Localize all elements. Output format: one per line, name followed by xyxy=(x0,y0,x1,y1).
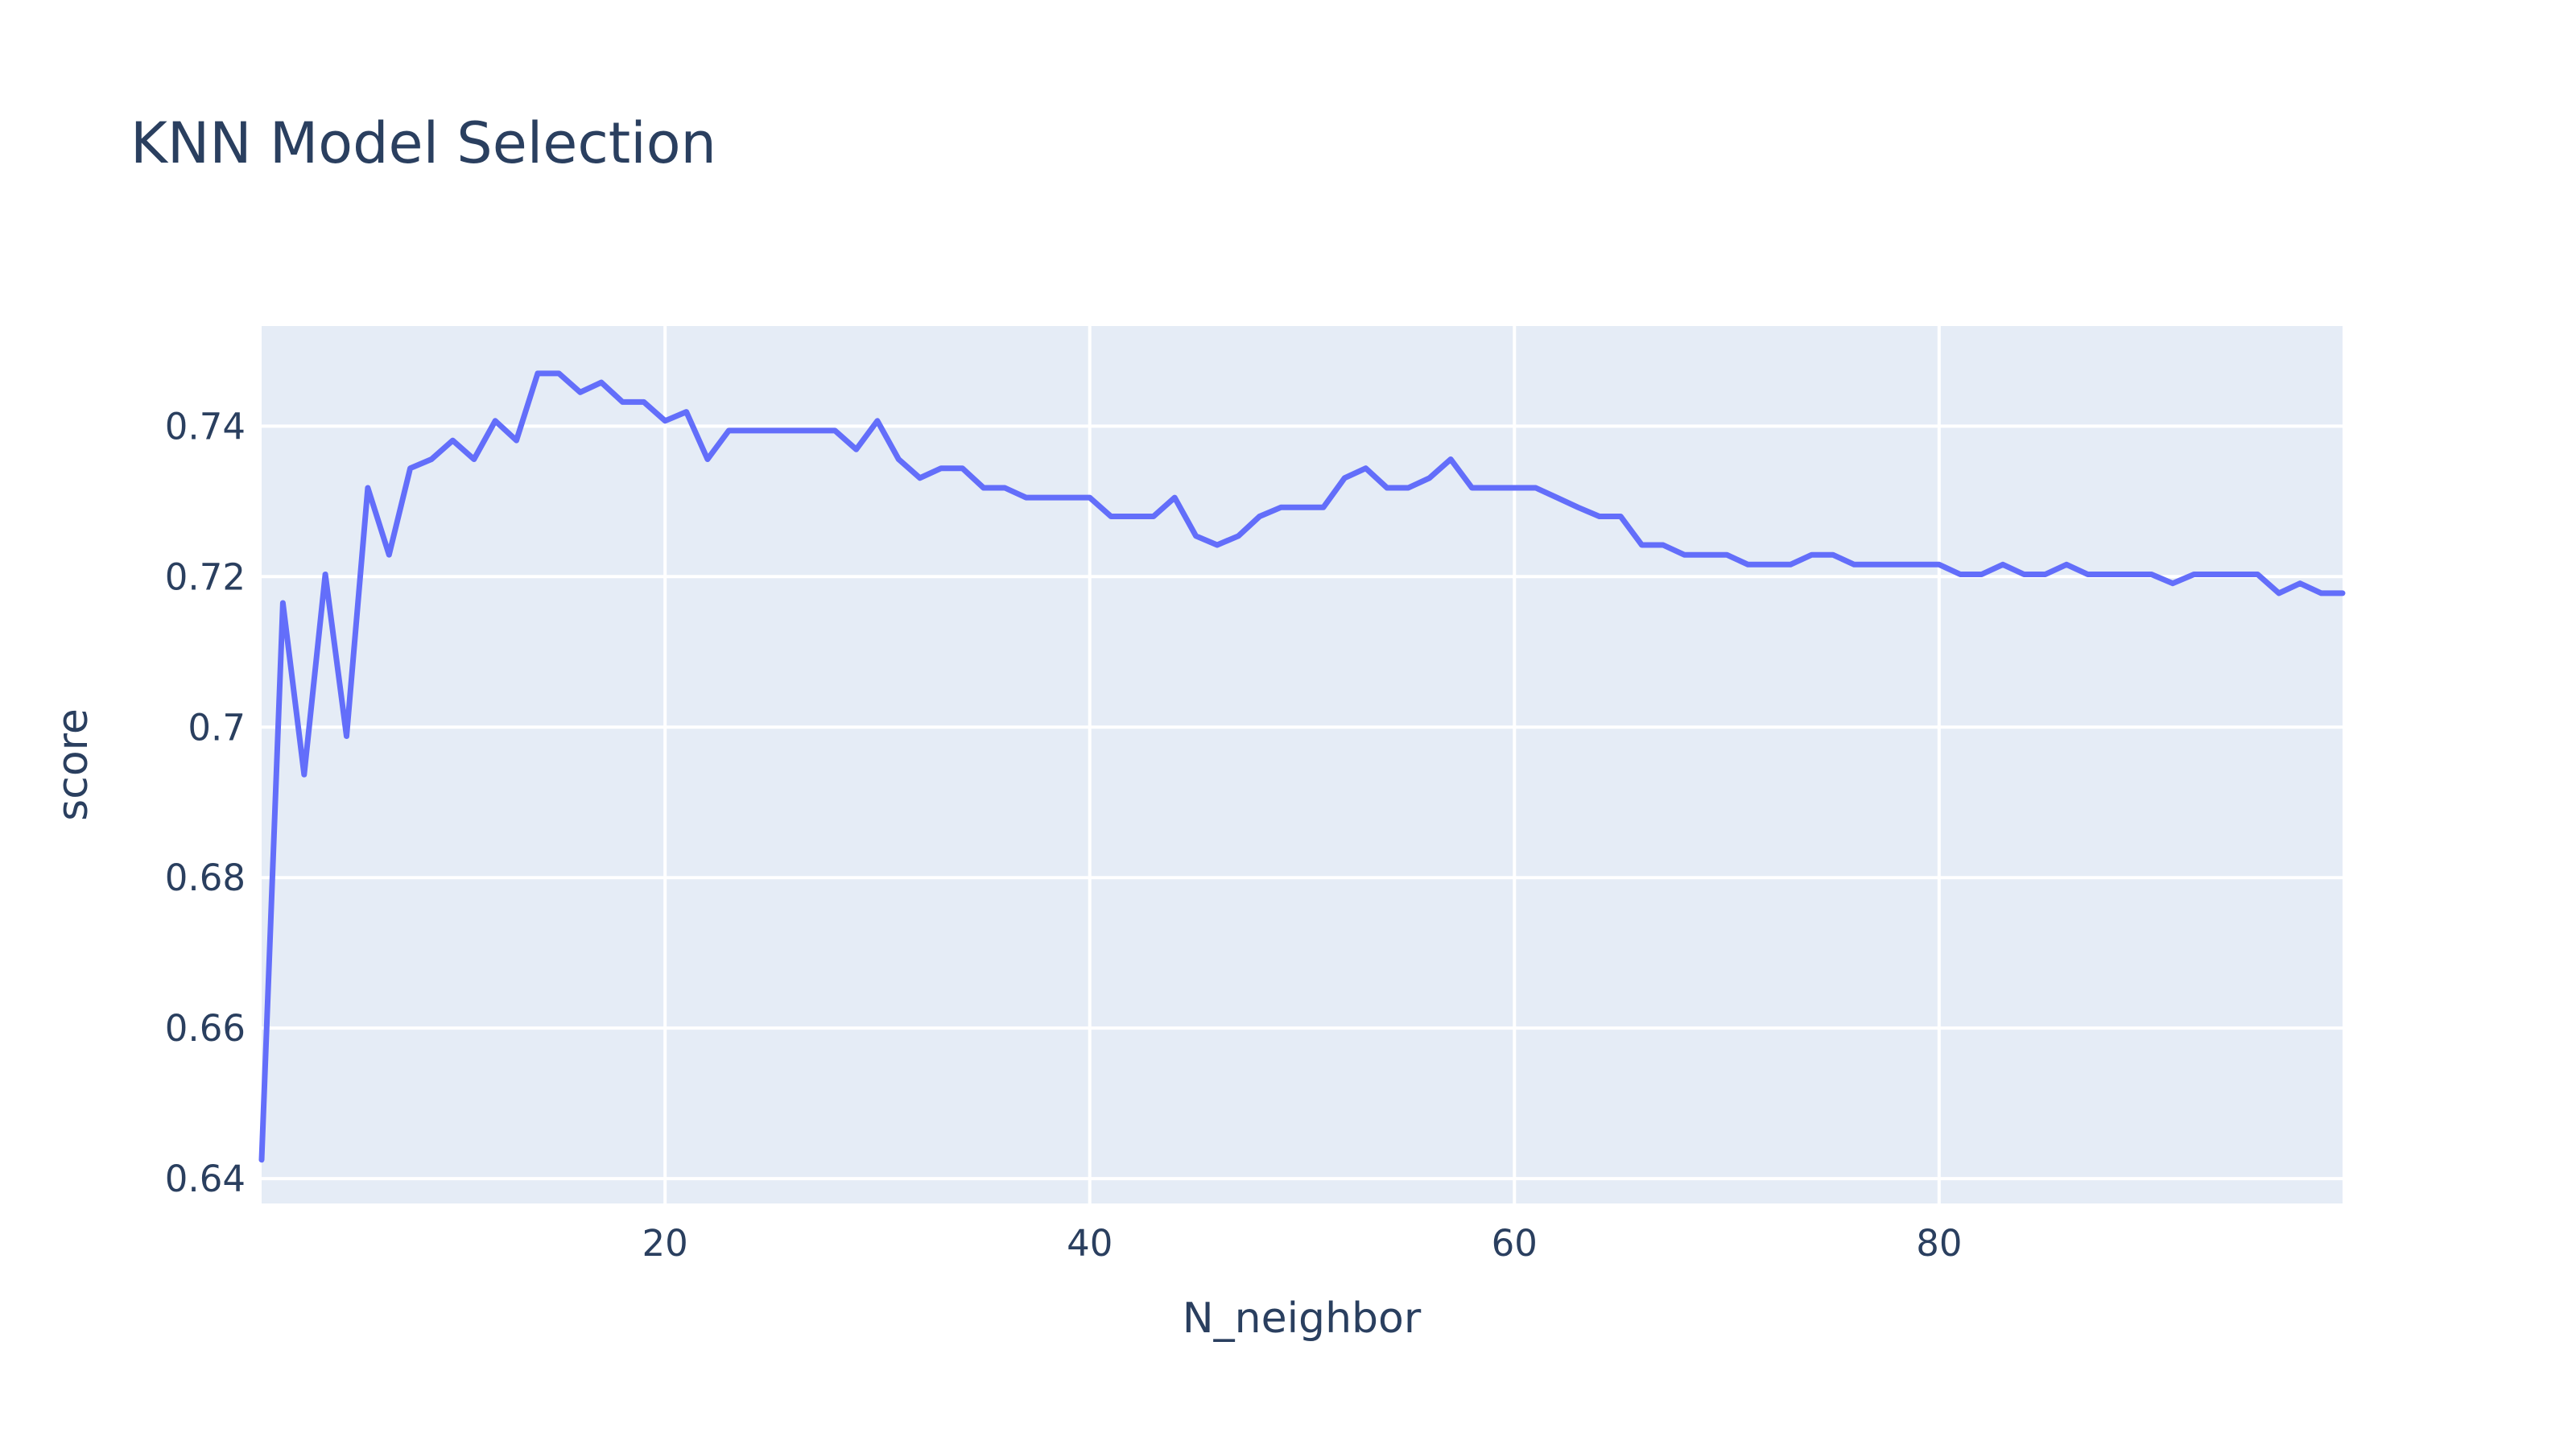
x-tick-label: 80 xyxy=(1916,1222,1962,1265)
y-tick-label: 0.72 xyxy=(165,555,246,598)
series-layer xyxy=(258,370,2346,1163)
y-tick-label: 0.64 xyxy=(165,1158,246,1200)
y-tick-label: 0.74 xyxy=(165,405,246,448)
y-axis-ticks: 0.64 0.66 0.68 0.7 0.72 0.74 xyxy=(165,405,246,1200)
plot-background xyxy=(262,326,2343,1203)
y-tick-label: 0.68 xyxy=(165,857,246,899)
y-tick-label: 0.66 xyxy=(165,1007,246,1050)
x-tick-label: 60 xyxy=(1492,1222,1538,1265)
x-tick-label: 20 xyxy=(642,1222,688,1265)
y-tick-label: 0.7 xyxy=(188,706,246,749)
series-line xyxy=(258,370,2346,1163)
x-axis-title: N_neighbor xyxy=(1183,1294,1422,1343)
y-axis-title: score xyxy=(49,708,97,821)
grid-lines xyxy=(262,326,2343,1203)
x-tick-label: 40 xyxy=(1067,1222,1113,1265)
x-axis-ticks: 20 40 60 80 xyxy=(642,1222,1963,1265)
chart-title: KNN Model Selection xyxy=(130,110,716,176)
